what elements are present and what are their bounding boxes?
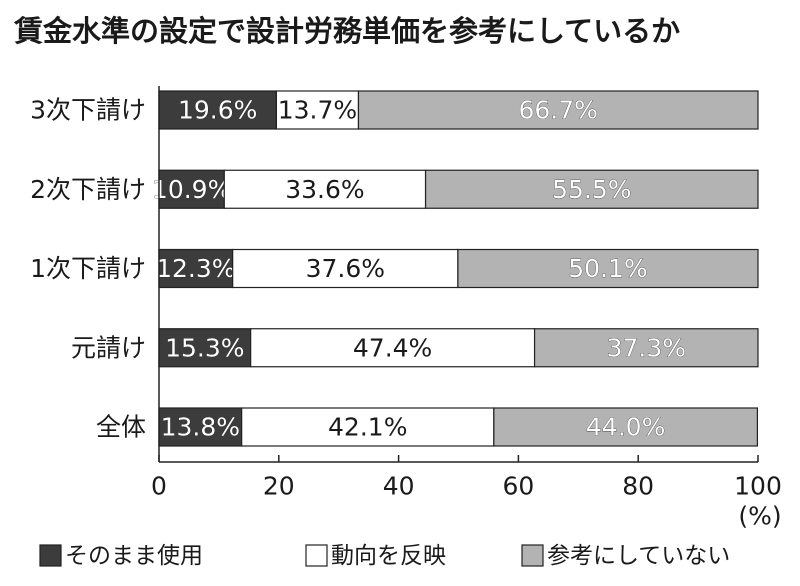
data-label: 10.9% [152,175,231,204]
bar-segment [250,328,536,368]
data-label: 19.6% [178,96,257,125]
x-tick-label: 40 [383,472,415,501]
bar-segment [223,169,427,209]
x-tick-label: 60 [502,472,534,501]
bar-segment [158,169,225,209]
legend-swatch [39,544,62,567]
bar-segment [241,407,495,447]
bar-segment [357,90,759,130]
data-label: 33.6% [285,175,364,204]
bar-segment [457,248,759,289]
bar-segment [158,90,278,130]
legend-label: そのまま使用 [65,543,203,569]
data-label: 44.0% [586,413,665,442]
bar-segment [533,328,759,368]
data-label: 37.3% [607,333,686,362]
x-tick-label: 100 [734,472,782,501]
bar-segment [275,90,360,130]
x-axis-unit: (%) [738,502,781,531]
bar-segment [493,407,759,447]
data-label: 47.4% [353,333,432,362]
data-label: 50.1% [568,254,647,283]
x-tick-label: 20 [263,472,295,501]
x-tick-label: 0 [151,472,167,501]
category-label: 2次下請け [30,175,146,204]
data-label: 15.3% [165,333,244,362]
data-label: 12.3% [156,254,235,283]
chart-title: 賃金水準の設定で設計労務単価を参考にしているか [14,14,681,48]
legend-label: 参考にしていない [547,543,730,569]
legend-label: 動向を反映 [331,543,446,569]
bar-segment [232,248,459,289]
data-label: 42.1% [328,413,407,442]
category-label: 3次下請け [30,96,146,125]
bar-segment [424,169,759,209]
legend-swatch [305,544,328,567]
legend-swatch [521,544,544,567]
x-tick-label: 80 [622,472,654,501]
data-label: 55.5% [552,175,631,204]
data-label: 13.8% [161,413,240,442]
data-label: 13.7% [278,96,357,125]
data-label: 37.6% [306,254,385,283]
data-label: 66.7% [519,96,598,125]
category-label: 元請け [71,333,146,362]
category-label: 全体 [96,413,146,442]
category-label: 1次下請け [30,254,146,283]
